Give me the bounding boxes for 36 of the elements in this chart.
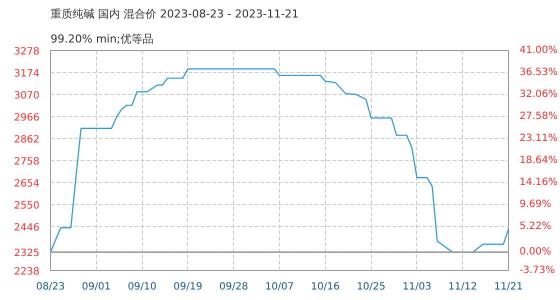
y-tick-label: 3070: [14, 90, 40, 102]
y2-tick-label: 41.00%: [520, 45, 558, 56]
y-tick-label: 2862: [14, 134, 40, 146]
x-tick-label: 09/01: [82, 282, 111, 292]
y-tick-label: 2758: [14, 156, 40, 168]
x-tick-label: 10/07: [265, 282, 294, 292]
x-tick-label: 08/23: [36, 282, 65, 292]
x-tick-label: 11/03: [402, 282, 432, 292]
y2-tick-label: 14.16%: [520, 177, 558, 188]
chart-title: 重质纯碱 国内 混合价 2023-08-23 - 2023-11-21: [50, 8, 299, 20]
y2-tick-label: 36.53%: [520, 66, 558, 78]
x-tick-label: 09/28: [219, 282, 248, 292]
y-tick-label: 3174: [14, 68, 40, 80]
y2-tick-label: 32.06%: [520, 88, 558, 100]
y-tick-label: 2325: [14, 248, 40, 260]
y-tick-label: 2966: [14, 112, 40, 124]
x-tick-label: 09/10: [128, 282, 157, 292]
y2-tick-label: 0.00%: [520, 246, 552, 258]
y-tick-label: 2238: [14, 266, 40, 278]
y2-tick-label: 18.64%: [520, 154, 558, 166]
y-tick-label: 2446: [14, 222, 40, 234]
y2-tick-label: 27.58%: [520, 111, 558, 122]
y2-tick-label: 5.22%: [520, 220, 552, 232]
y-tick-label: 2654: [14, 178, 40, 190]
y-tick-label: 3278: [14, 46, 40, 58]
x-tick-label: 09/19: [173, 282, 202, 292]
x-tick-label: 11/12: [448, 282, 478, 292]
x-tick-label: 10/25: [356, 282, 386, 292]
y2-tick-label: -3.73%: [520, 265, 555, 276]
x-tick-label: 10/16: [310, 282, 340, 292]
line-series: [50, 68, 508, 253]
chart-subtitle: 99.20% min;优等品: [50, 32, 154, 46]
y2-tick-label: 9.69%: [520, 198, 552, 210]
x-tick-label: 11/21: [494, 282, 523, 292]
y2-tick-label: 23.11%: [520, 132, 558, 144]
y-tick-label: 2550: [14, 200, 40, 212]
